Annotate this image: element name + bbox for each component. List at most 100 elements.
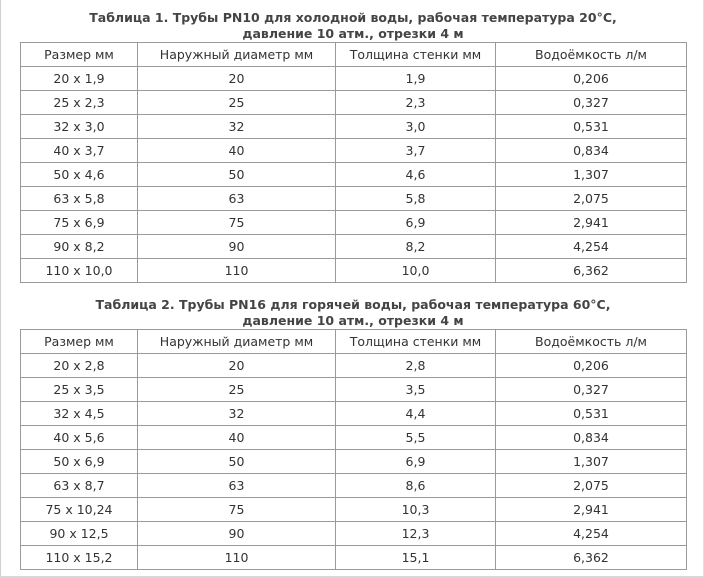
size-cell: 75 x 10,24 [20, 497, 138, 522]
table-1-title-line-2: давление 10 атм., отрезки 4 м [242, 26, 464, 41]
outer-diameter-cell: 25 [137, 377, 336, 402]
table-row: 75 x 6,9 75 6,9 2,941 [20, 210, 687, 235]
table-row: 63 x 5,8 63 5,8 2,075 [20, 186, 687, 211]
outer-diameter-cell: 40 [137, 425, 336, 450]
wall-thickness-cell: 10,0 [335, 258, 496, 283]
wall-thickness-cell: 3,0 [335, 114, 496, 139]
table-2-title-line-2: давление 10 атм., отрезки 4 м [242, 313, 464, 328]
table-2: Размер мм Наружный диаметр мм Толщина стен… [20, 329, 687, 570]
header-row: Размер мм Наружный диаметр мм Толщина стен… [20, 42, 687, 67]
frame-left-border [0, 0, 1, 578]
outer-diameter-cell: 110 [137, 545, 336, 570]
capacity-cell: 1,307 [495, 449, 687, 474]
table-row: 20 x 2,8 20 2,8 0,206 [20, 353, 687, 378]
capacity-cell: 0,327 [495, 90, 687, 115]
size-cell: 63 x 5,8 [20, 186, 138, 211]
table-1-title-line-1: Таблица 1. Трубы PN10 для холодной воды,… [89, 10, 617, 25]
wall-thickness-cell: 10,3 [335, 497, 496, 522]
column-header: Размер мм [20, 42, 138, 67]
capacity-cell: 4,254 [495, 234, 687, 259]
wall-thickness-cell: 1,9 [335, 66, 496, 91]
capacity-cell: 6,362 [495, 258, 687, 283]
table-row: 40 x 5,6 40 5,5 0,834 [20, 425, 687, 450]
size-cell: 20 x 2,8 [20, 353, 138, 378]
outer-diameter-cell: 20 [137, 66, 336, 91]
capacity-cell: 0,531 [495, 114, 687, 139]
table-2-title: Таблица 2. Трубы PN16 для горячей воды, … [20, 297, 686, 329]
wall-thickness-cell: 3,7 [335, 138, 496, 163]
table-row: 90 x 8,2 90 8,2 4,254 [20, 234, 687, 259]
table-1-title: Таблица 1. Трубы PN10 для холодной воды,… [20, 10, 686, 42]
wall-thickness-cell: 8,6 [335, 473, 496, 498]
outer-diameter-cell: 50 [137, 162, 336, 187]
capacity-cell: 2,941 [495, 497, 687, 522]
size-cell: 50 x 6,9 [20, 449, 138, 474]
capacity-cell: 1,307 [495, 162, 687, 187]
wall-thickness-cell: 4,4 [335, 401, 496, 426]
column-header: Наружный диаметр мм [137, 42, 336, 67]
size-cell: 40 x 3,7 [20, 138, 138, 163]
outer-diameter-cell: 90 [137, 234, 336, 259]
wall-thickness-cell: 6,9 [335, 210, 496, 235]
wall-thickness-cell: 5,5 [335, 425, 496, 450]
wall-thickness-cell: 12,3 [335, 521, 496, 546]
capacity-cell: 0,834 [495, 138, 687, 163]
size-cell: 50 x 4,6 [20, 162, 138, 187]
table-1: Размер мм Наружный диаметр мм Толщина стен… [20, 42, 687, 283]
table-row: 50 x 4,6 50 4,6 1,307 [20, 162, 687, 187]
column-header: Размер мм [20, 329, 138, 354]
size-cell: 90 x 8,2 [20, 234, 138, 259]
size-cell: 40 x 5,6 [20, 425, 138, 450]
wall-thickness-cell: 6,9 [335, 449, 496, 474]
table-row: 40 x 3,7 40 3,7 0,834 [20, 138, 687, 163]
wall-thickness-cell: 2,3 [335, 90, 496, 115]
frame-bottom-border [0, 576, 704, 578]
table-row: 90 x 12,5 90 12,3 4,254 [20, 521, 687, 546]
wall-thickness-cell: 5,8 [335, 186, 496, 211]
capacity-cell: 0,531 [495, 401, 687, 426]
size-cell: 110 x 10,0 [20, 258, 138, 283]
size-cell: 32 x 3,0 [20, 114, 138, 139]
header-row: Размер мм Наружный диаметр мм Толщина стен… [20, 329, 687, 354]
size-cell: 90 x 12,5 [20, 521, 138, 546]
capacity-cell: 0,834 [495, 425, 687, 450]
outer-diameter-cell: 110 [137, 258, 336, 283]
capacity-cell: 2,075 [495, 473, 687, 498]
outer-diameter-cell: 90 [137, 521, 336, 546]
table-2-title-line-1: Таблица 2. Трубы PN16 для горячей воды, … [95, 297, 611, 312]
column-header: Наружный диаметр мм [137, 329, 336, 354]
size-cell: 20 x 1,9 [20, 66, 138, 91]
capacity-cell: 0,327 [495, 377, 687, 402]
table-row: 110 x 10,0 110 10,0 6,362 [20, 258, 687, 283]
outer-diameter-cell: 40 [137, 138, 336, 163]
table-row: 75 x 10,24 75 10,3 2,941 [20, 497, 687, 522]
column-header: Толщина стенки мм [335, 329, 496, 354]
outer-diameter-cell: 75 [137, 497, 336, 522]
table-row: 63 x 8,7 63 8,6 2,075 [20, 473, 687, 498]
outer-diameter-cell: 63 [137, 473, 336, 498]
capacity-cell: 2,941 [495, 210, 687, 235]
wall-thickness-cell: 15,1 [335, 545, 496, 570]
column-header: Толщина стенки мм [335, 42, 496, 67]
table-row: 32 x 3,0 32 3,0 0,531 [20, 114, 687, 139]
outer-diameter-cell: 32 [137, 401, 336, 426]
column-header: Водоёмкость л/м [495, 42, 687, 67]
capacity-cell: 6,362 [495, 545, 687, 570]
table-row: 32 x 4,5 32 4,4 0,531 [20, 401, 687, 426]
size-cell: 110 x 15,2 [20, 545, 138, 570]
outer-diameter-cell: 20 [137, 353, 336, 378]
capacity-cell: 0,206 [495, 66, 687, 91]
wall-thickness-cell: 4,6 [335, 162, 496, 187]
table-row: 20 x 1,9 20 1,9 0,206 [20, 66, 687, 91]
size-cell: 32 x 4,5 [20, 401, 138, 426]
capacity-cell: 2,075 [495, 186, 687, 211]
table-row: 25 x 3,5 25 3,5 0,327 [20, 377, 687, 402]
outer-diameter-cell: 50 [137, 449, 336, 474]
table-row: 25 x 2,3 25 2,3 0,327 [20, 90, 687, 115]
table-row: 110 x 15,2 110 15,1 6,362 [20, 545, 687, 570]
outer-diameter-cell: 63 [137, 186, 336, 211]
table-row: 50 x 6,9 50 6,9 1,307 [20, 449, 687, 474]
capacity-cell: 0,206 [495, 353, 687, 378]
wall-thickness-cell: 2,8 [335, 353, 496, 378]
